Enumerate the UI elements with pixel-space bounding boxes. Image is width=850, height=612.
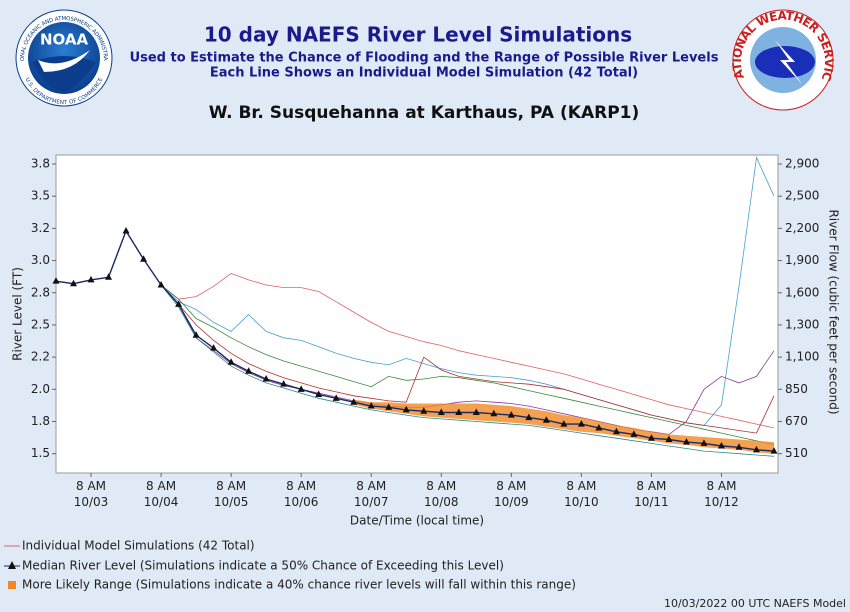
median-marker [262, 375, 270, 382]
median-marker [315, 390, 323, 397]
chart-title: 10 day NAEFS River Level Simulations [204, 23, 632, 47]
legend-label: Median River Level (Simulations indicate… [22, 559, 504, 573]
subtitle: Used to Estimate the Chance of Flooding … [130, 51, 719, 66]
noaa-logo: NOAA NATIONAL OCEANIC AND ATMOSPHERIC AD… [0, 0, 113, 107]
footer: 10/03/2022 00 UTC NAEFS Model [664, 597, 846, 610]
y2-tick-label: 1,600 [785, 285, 819, 299]
median-marker [525, 413, 533, 421]
median-marker [367, 402, 375, 409]
median-marker [385, 403, 393, 410]
median-marker [122, 226, 130, 234]
legend-swatch [8, 581, 16, 589]
median-marker [717, 441, 725, 449]
y-tick-label: 3.2 [31, 221, 50, 235]
x-tick-label: 8 AM 10/05 [213, 479, 249, 509]
location-title: W. Br. Susquehanna at Karthaus, PA (KARP… [209, 103, 640, 123]
median-marker [682, 438, 690, 445]
y2-tick-label: 1,100 [785, 350, 819, 364]
median-marker [490, 409, 498, 417]
y-tick-label: 3.5 [31, 189, 50, 203]
x-tick-label: 8 AM 10/07 [353, 479, 389, 509]
median-marker [245, 367, 253, 374]
y-tick-label: 2.8 [31, 285, 50, 299]
simulation-line [55, 230, 775, 446]
x-tick-label: 8 AM 10/04 [143, 479, 179, 509]
median-marker [350, 398, 358, 405]
x-tick-label: 8 AM 10/08 [423, 479, 459, 509]
median-marker [735, 443, 743, 450]
legend-label: More Likely Range (Simulations indicate … [22, 578, 576, 592]
y2-tick-label: 510 [785, 446, 808, 460]
y2-tick-label: 670 [785, 414, 808, 428]
x-tick-label: 8 AM 10/10 [564, 479, 599, 509]
y-tick-label: 2.0 [31, 382, 50, 396]
median-marker [297, 385, 305, 392]
simulation-line [55, 230, 775, 457]
median-marker [560, 420, 568, 427]
median-marker [630, 430, 638, 437]
median-marker [472, 408, 480, 415]
y-tick-label: 1.8 [31, 414, 50, 428]
median-marker [227, 358, 235, 365]
median-marker [157, 281, 165, 288]
noaa-text: NOAA [40, 31, 89, 49]
median-marker [612, 427, 620, 435]
median-marker [437, 408, 445, 415]
x-tick-label: 8 AM 10/12 [704, 479, 739, 509]
median-marker [595, 423, 603, 431]
median-marker [332, 394, 340, 401]
median-marker [87, 275, 95, 283]
median-marker [420, 407, 428, 414]
y-axis-label: River Level (FT) [11, 267, 25, 361]
x-tick-label: 8 AM 10/09 [494, 479, 529, 509]
median-marker [455, 408, 463, 415]
y-tick-label: 2.2 [31, 350, 50, 364]
median-marker [140, 255, 148, 262]
median-marker [105, 273, 113, 280]
y2-tick-label: 1,900 [785, 253, 819, 267]
x-tick-label: 8 AM 10/11 [634, 479, 669, 509]
median-marker [542, 416, 550, 423]
y2-tick-label: 2,200 [785, 221, 819, 235]
median-marker [210, 344, 218, 351]
median-marker [507, 411, 515, 418]
median-marker [402, 405, 410, 413]
median-marker [52, 277, 60, 284]
y2-tick-label: 2,900 [785, 157, 819, 171]
median-marker [280, 380, 288, 387]
subtitle: Each Line Shows an Individual Model Simu… [210, 66, 638, 81]
x-tick-label: 8 AM 10/03 [73, 479, 109, 509]
median-marker [70, 279, 78, 287]
y-tick-label: 1.5 [31, 446, 50, 460]
y2-tick-label: 850 [785, 382, 808, 396]
median-marker [577, 420, 585, 427]
x-axis-label: Date/Time (local time) [350, 514, 484, 528]
legend-label: Individual Model Simulations (42 Total) [22, 539, 255, 553]
median-marker [770, 447, 778, 454]
y2-tick-label: 1,300 [785, 317, 819, 331]
y-tick-label: 3.8 [31, 157, 50, 171]
median-marker [752, 445, 760, 453]
median-marker [647, 434, 655, 441]
y-tick-label: 3.0 [31, 253, 50, 267]
y-tick-label: 2.5 [31, 317, 50, 331]
y2-axis-label: River Flow (cubic feet per second) [827, 209, 841, 414]
plot-area [55, 154, 779, 474]
median-line [55, 229, 775, 452]
median-marker [175, 300, 183, 307]
y2-tick-label: 2,500 [785, 189, 819, 203]
median-marker [700, 439, 708, 446]
legend-swatch [8, 561, 16, 569]
median-marker [665, 435, 673, 443]
x-tick-label: 8 AM 10/06 [283, 479, 319, 509]
median-marker [192, 331, 200, 338]
